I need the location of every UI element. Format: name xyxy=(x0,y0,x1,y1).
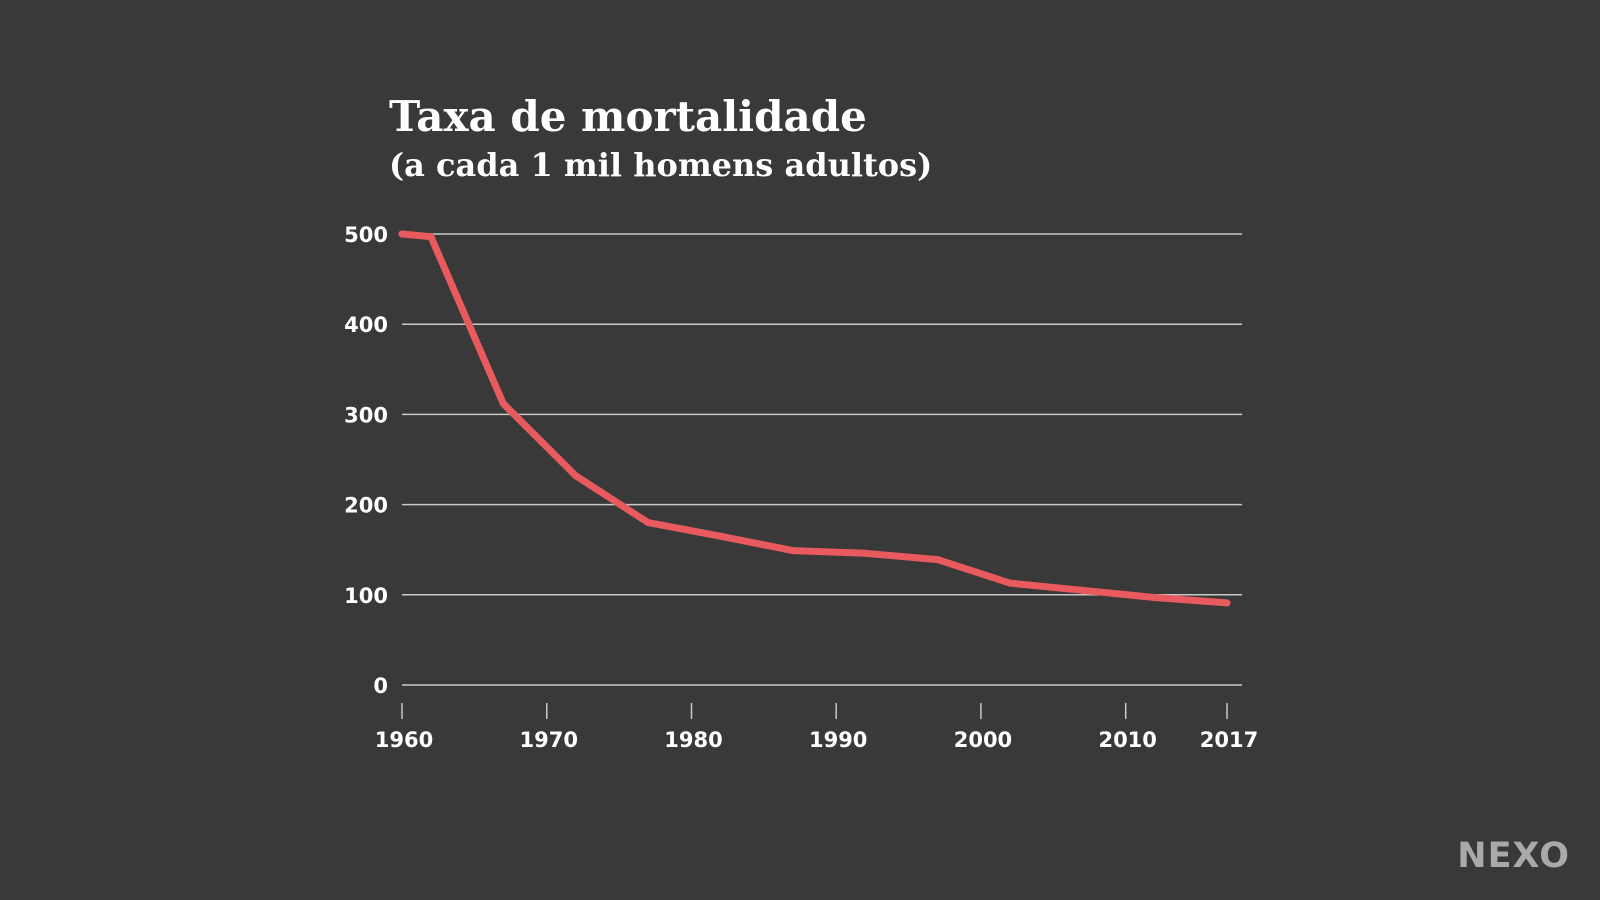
data-point-2007 xyxy=(1078,586,1086,594)
gridlines xyxy=(402,233,1242,686)
data-point-1977 xyxy=(644,519,652,527)
series-line-0 xyxy=(398,230,1231,607)
x-axis: 1960 1970 1980 1990 2000 2010 2017 xyxy=(375,703,1258,752)
data-point-1962 xyxy=(427,233,435,241)
x-tick-label-1980: 1980 xyxy=(664,728,722,752)
x-tick-label-1990: 1990 xyxy=(809,728,867,752)
y-tick-label-400: 400 xyxy=(344,313,388,337)
series-layer xyxy=(398,230,1231,607)
y-tick-label-200: 200 xyxy=(344,494,388,518)
y-tick-label-300: 300 xyxy=(344,403,388,427)
data-point-1960 xyxy=(398,230,406,238)
data-point-1987 xyxy=(789,547,797,555)
y-tick-label-100: 100 xyxy=(344,584,388,608)
data-point-1982 xyxy=(716,532,724,540)
data-point-1997 xyxy=(934,556,942,564)
y-axis: 0 100 200 300 400 500 xyxy=(344,223,388,698)
x-tick-label-1960: 1960 xyxy=(375,728,433,752)
x-tick-label-1970: 1970 xyxy=(520,728,578,752)
y-tick-label-0: 0 xyxy=(373,674,388,698)
data-point-2017 xyxy=(1223,599,1231,607)
x-tick-label-2000: 2000 xyxy=(954,728,1012,752)
data-point-1972 xyxy=(572,472,580,480)
y-tick-label-500: 500 xyxy=(344,223,388,247)
nexo-logo: NEXO xyxy=(1457,836,1570,876)
x-tick-label-2017: 2017 xyxy=(1200,728,1258,752)
chart-subtitle: (a cada 1 mil homens adultos) xyxy=(389,146,932,184)
data-point-1967 xyxy=(499,400,507,408)
chart-title: Taxa de mortalidade xyxy=(389,92,867,141)
data-point-1992 xyxy=(861,549,869,557)
x-tick-label-2010: 2010 xyxy=(1098,728,1156,752)
data-point-2002 xyxy=(1006,579,1014,587)
data-point-2012 xyxy=(1151,594,1159,602)
